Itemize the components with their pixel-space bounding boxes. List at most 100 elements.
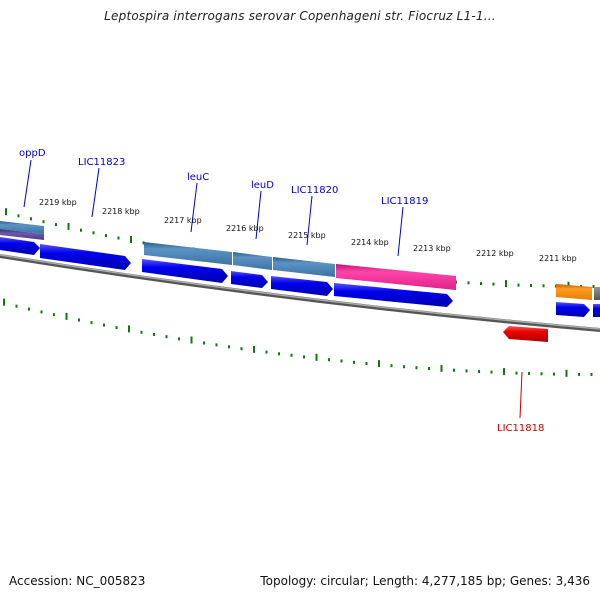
minor-tick	[303, 355, 305, 359]
minor-tick	[142, 241, 145, 245]
minor-tick	[365, 362, 368, 365]
cog-bar-gray	[594, 287, 600, 300]
leader-line	[397, 206, 404, 257]
accession-text: Accession: NC_005823	[9, 574, 146, 588]
cog-bar-steelblue	[144, 242, 232, 265]
scale-label: 2218 kbp	[102, 207, 140, 216]
cds-arrow-forward	[40, 244, 131, 270]
minor-tick	[528, 372, 530, 375]
forward-cds-track	[0, 237, 600, 317]
major-tick	[565, 369, 568, 377]
scale-label: 2215 kbp	[288, 231, 326, 240]
genome-backbone	[0, 254, 600, 332]
minor-tick	[215, 343, 218, 347]
cog-bar-steelblue	[233, 252, 272, 270]
minor-tick	[453, 368, 455, 372]
cog-bar-pink	[336, 264, 456, 290]
gene-label-LIC11820[interactable]: LIC11820	[291, 185, 338, 196]
minor-tick	[328, 358, 330, 362]
minor-tick	[30, 217, 32, 221]
minor-tick	[480, 282, 482, 285]
major-tick	[3, 298, 5, 306]
gene-label-LIC11819[interactable]: LIC11819	[381, 196, 428, 207]
cds-arrow-forward	[142, 259, 228, 283]
leader-line	[23, 159, 32, 208]
minor-tick	[80, 228, 82, 232]
cds-arrow-forward	[556, 302, 590, 317]
minor-tick	[590, 373, 593, 376]
inner-scale-ring	[3, 298, 593, 377]
major-tick	[378, 360, 380, 368]
minor-tick	[140, 330, 143, 334]
minor-tick	[415, 366, 418, 370]
major-tick	[503, 368, 505, 376]
map-title: Leptospira interrogans serovar Copenhage…	[104, 9, 496, 23]
gene-label-LIC11818[interactable]: LIC11818	[497, 423, 544, 434]
genome-backbone-highlight	[0, 254, 600, 330]
major-tick	[67, 222, 70, 230]
gene-label-leaders	[23, 159, 523, 419]
minor-tick	[428, 367, 430, 371]
minor-tick	[115, 326, 118, 330]
scale-label: 2211 kbp	[539, 254, 577, 263]
minor-tick	[265, 350, 268, 354]
cog-track	[0, 221, 600, 300]
cog-bar-orange	[556, 284, 592, 300]
minor-tick	[240, 347, 243, 351]
cds-arrow-forward	[231, 271, 268, 288]
major-tick	[130, 236, 132, 243]
minor-tick	[353, 360, 355, 364]
scale-label: 2212 kbp	[476, 249, 514, 258]
gene-label-LIC11823[interactable]: LIC11823	[78, 157, 125, 168]
minor-tick	[553, 372, 555, 376]
minor-tick	[92, 231, 95, 235]
minor-tick	[15, 304, 18, 308]
major-tick	[315, 353, 318, 361]
minor-tick	[540, 372, 543, 376]
minor-tick	[203, 341, 205, 345]
cds-arrow-forward	[0, 237, 40, 255]
cog-bar-steelblue	[273, 257, 335, 277]
minor-tick	[478, 370, 480, 373]
gene-label-oppD[interactable]: oppD	[19, 148, 46, 159]
cds-arrow-forward	[334, 283, 453, 307]
minor-tick	[278, 352, 280, 356]
gene-label-leuC[interactable]: leuC	[187, 172, 209, 183]
scale-label: 2217 kbp	[164, 216, 202, 225]
scale-label: 2219 kbp	[39, 198, 77, 207]
minor-tick	[492, 282, 495, 286]
minor-tick	[40, 310, 43, 314]
scale-label: 2213 kbp	[413, 244, 451, 253]
minor-tick	[53, 313, 55, 317]
leader-line	[190, 182, 198, 233]
minor-tick	[390, 364, 393, 368]
minor-tick	[105, 234, 107, 237]
minor-tick	[165, 335, 168, 339]
minor-tick	[28, 307, 30, 311]
minor-tick	[530, 284, 532, 287]
leader-line	[519, 371, 523, 419]
minor-tick	[592, 285, 595, 288]
leader-line	[91, 167, 100, 218]
minor-tick	[465, 369, 468, 373]
cog-bar-steelblue	[0, 221, 44, 234]
minor-tick	[90, 321, 93, 325]
minor-tick	[403, 365, 405, 369]
cds-arrow-forward	[271, 276, 333, 296]
gene-labels: oppD LIC11823 leuC leuD LIC11820 LIC1181…	[19, 148, 544, 434]
major-tick	[5, 208, 7, 216]
minor-tick	[42, 220, 45, 224]
minor-tick	[340, 359, 343, 363]
minor-tick	[78, 318, 80, 322]
minor-tick	[228, 345, 230, 349]
minor-tick	[515, 371, 518, 375]
cds-arrow-reverse	[503, 326, 548, 342]
gene-label-leuD[interactable]: leuD	[251, 180, 274, 191]
minor-tick	[17, 214, 20, 218]
minor-tick	[490, 370, 493, 374]
leader-line	[255, 190, 262, 240]
minor-tick	[55, 223, 57, 227]
minor-tick	[517, 283, 520, 287]
scale-labels: 2219 kbp 2218 kbp 2217 kbp 2216 kbp 2215…	[39, 198, 577, 263]
